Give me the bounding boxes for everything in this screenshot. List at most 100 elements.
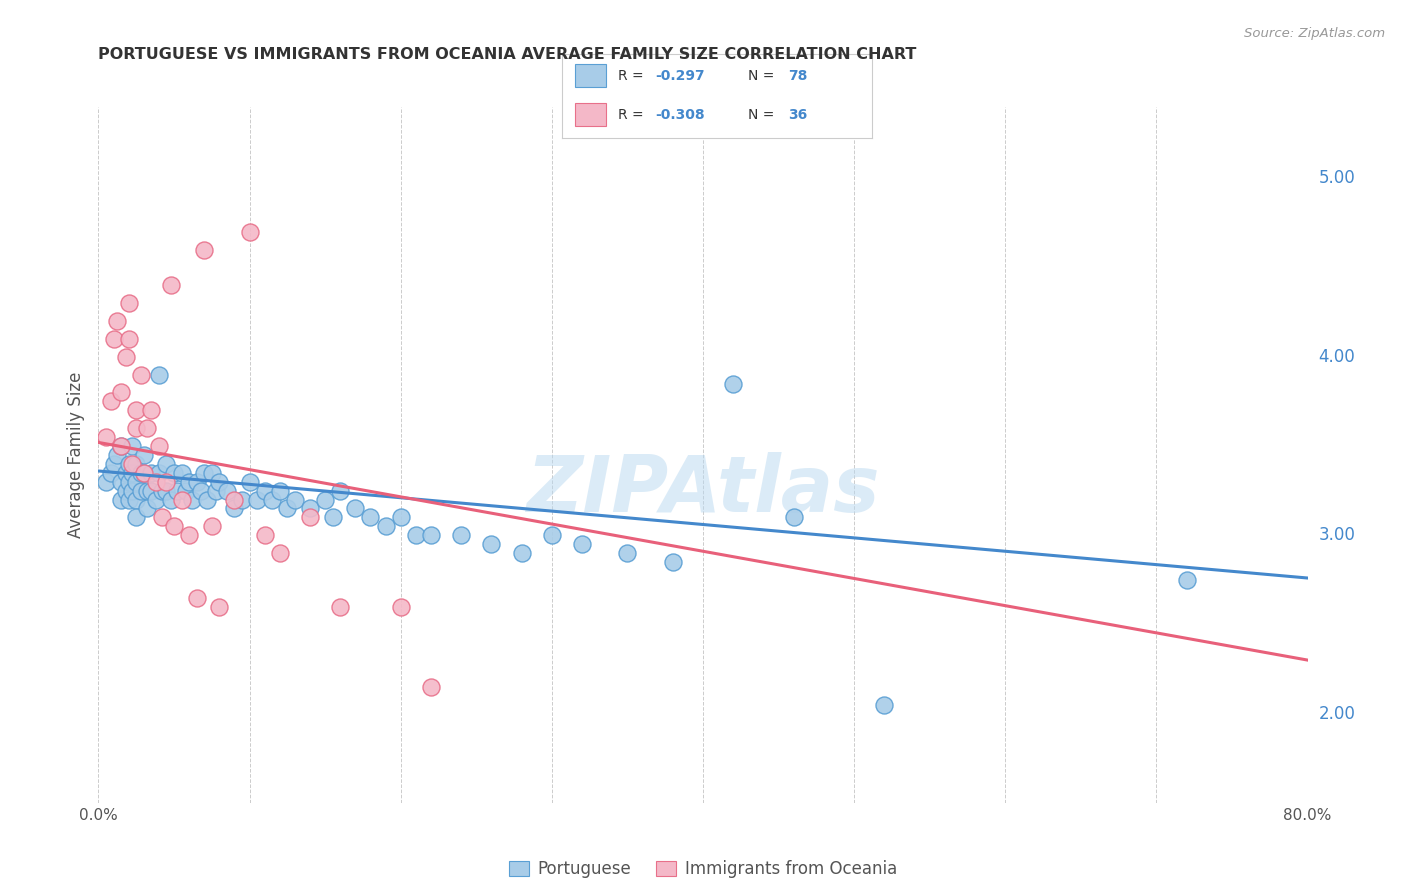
Point — [110, 385, 132, 400]
Point — [148, 466, 170, 480]
Point — [276, 501, 298, 516]
Text: 36: 36 — [789, 108, 807, 121]
Text: 5.00: 5.00 — [1319, 169, 1355, 187]
Text: -0.297: -0.297 — [655, 69, 704, 83]
Point — [873, 698, 896, 712]
Point — [166, 483, 188, 498]
Point — [253, 528, 276, 542]
Point — [100, 394, 122, 409]
Point — [170, 466, 193, 480]
Point — [481, 537, 503, 551]
Point — [201, 466, 224, 480]
Point — [174, 483, 197, 498]
Point — [1175, 573, 1198, 587]
Text: 2.00: 2.00 — [1319, 705, 1355, 723]
Text: Source: ZipAtlas.com: Source: ZipAtlas.com — [1244, 27, 1385, 40]
Text: 78: 78 — [789, 69, 807, 83]
Point — [510, 546, 533, 560]
Point — [208, 599, 231, 614]
Point — [155, 483, 177, 498]
Point — [105, 314, 128, 328]
Point — [121, 439, 143, 453]
Point — [389, 599, 412, 614]
Point — [177, 528, 201, 542]
Point — [94, 430, 117, 444]
Point — [135, 483, 157, 498]
Point — [155, 475, 177, 489]
Point — [246, 492, 269, 507]
Point — [129, 368, 152, 382]
Point — [419, 680, 441, 694]
Point — [110, 439, 132, 453]
Point — [450, 528, 472, 542]
Point — [239, 225, 262, 239]
Point — [118, 332, 141, 346]
Text: PORTUGUESE VS IMMIGRANTS FROM OCEANIA AVERAGE FAMILY SIZE CORRELATION CHART: PORTUGUESE VS IMMIGRANTS FROM OCEANIA AV… — [98, 47, 917, 62]
Point — [374, 519, 396, 533]
Point — [105, 448, 128, 462]
Point — [118, 457, 141, 471]
Point — [224, 492, 246, 507]
Point — [201, 519, 224, 533]
Text: R =: R = — [619, 69, 648, 83]
Point — [215, 483, 238, 498]
Bar — [575, 103, 606, 127]
Point — [193, 243, 215, 257]
Point — [160, 278, 183, 293]
Point — [121, 457, 143, 471]
Point — [186, 475, 208, 489]
Point — [110, 475, 132, 489]
Point — [135, 421, 157, 435]
Text: N =: N = — [748, 69, 779, 83]
Point — [94, 475, 117, 489]
Point — [141, 403, 163, 417]
Point — [193, 466, 215, 480]
Text: 3.00: 3.00 — [1319, 526, 1355, 544]
Point — [721, 376, 744, 391]
Point — [177, 475, 201, 489]
Point — [129, 483, 152, 498]
Point — [114, 466, 136, 480]
Point — [125, 475, 148, 489]
Point — [205, 483, 228, 498]
Point — [284, 492, 307, 507]
Point — [163, 519, 186, 533]
Point — [135, 501, 157, 516]
Point — [269, 546, 291, 560]
Point — [145, 492, 167, 507]
Point — [239, 475, 262, 489]
Point — [540, 528, 562, 542]
Bar — [575, 63, 606, 87]
Point — [186, 591, 208, 605]
Point — [170, 492, 193, 507]
Text: ZIPAtlas: ZIPAtlas — [526, 451, 880, 528]
Point — [148, 439, 170, 453]
Point — [661, 555, 683, 569]
Y-axis label: Average Family Size: Average Family Size — [66, 372, 84, 538]
Point — [195, 492, 218, 507]
Point — [121, 466, 143, 480]
Point — [155, 457, 177, 471]
Point — [121, 483, 143, 498]
Point — [329, 483, 352, 498]
Point — [389, 510, 412, 524]
Point — [150, 483, 173, 498]
Point — [125, 403, 148, 417]
Point — [299, 510, 322, 524]
Point — [118, 475, 141, 489]
Point — [419, 528, 441, 542]
Point — [103, 332, 125, 346]
Point — [224, 501, 246, 516]
Text: -0.308: -0.308 — [655, 108, 704, 121]
Point — [114, 350, 136, 364]
Point — [329, 599, 352, 614]
Point — [314, 492, 336, 507]
Text: N =: N = — [748, 108, 779, 121]
Point — [571, 537, 593, 551]
Point — [344, 501, 367, 516]
Text: R =: R = — [619, 108, 648, 121]
Point — [360, 510, 382, 524]
Text: 4.00: 4.00 — [1319, 348, 1355, 366]
Point — [253, 483, 276, 498]
Point — [103, 457, 125, 471]
